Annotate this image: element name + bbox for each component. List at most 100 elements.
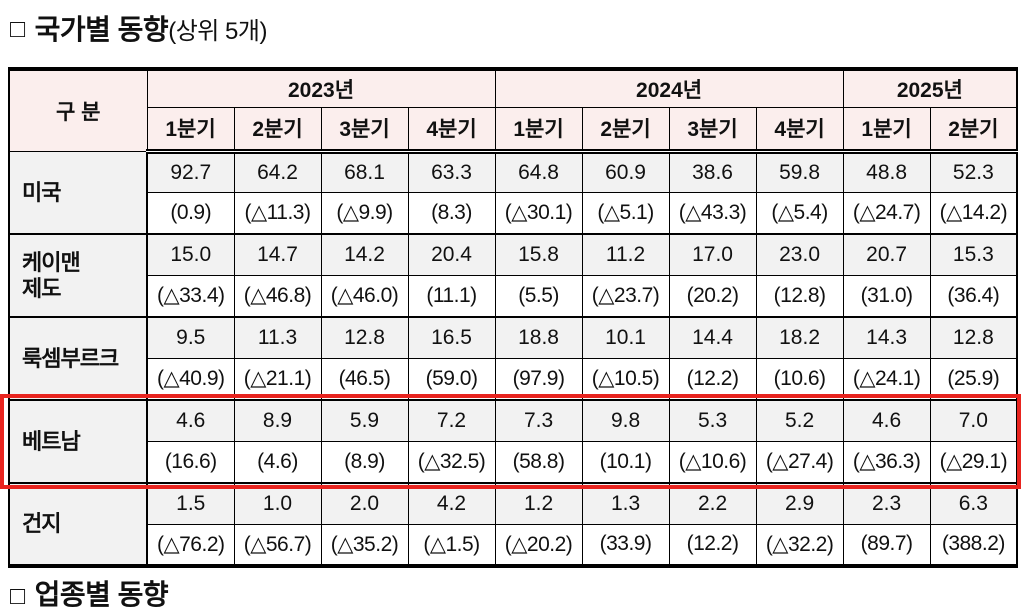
change-cell: (12.2) [668,357,757,401]
quarter-header: 4분기 [407,106,496,154]
value-cell: 7.2 [407,399,496,442]
change-cell: (△23.7) [581,274,670,318]
change-cell: (△36.3) [842,440,931,484]
value-cell: 4.6 [146,399,235,442]
change-cell: (△29.1) [929,440,1018,484]
value-cell: 15.8 [494,233,583,276]
table-row-changes: (0.9) (△11.3) (△9.9) (8.3) (△30.1) (△5.1… [9,191,1018,235]
change-cell: (△46.0) [320,274,409,318]
change-cell: (16.6) [146,440,235,484]
value-cell: 1.3 [581,482,670,525]
value-cell: 8.9 [233,399,322,442]
value-cell: 1.5 [146,482,235,525]
quarter-header: 1분기 [146,106,235,154]
change-cell: (97.9) [494,357,583,401]
change-cell: (12.8) [755,274,844,318]
value-cell: 14.2 [320,233,409,276]
value-cell: 1.2 [494,482,583,525]
change-cell: (8.3) [407,191,496,235]
table-row-values-highlighted: 베트남 4.6 8.9 5.9 7.2 7.3 9.8 5.3 5.2 4.6 … [8,399,1018,484]
change-cell: (11.1) [407,274,496,318]
country-label: 케이맨 제도 [8,233,148,318]
change-cell: (12.2) [668,523,757,567]
change-cell: (△33.4) [146,274,235,318]
change-cell: (4.6) [233,440,322,484]
value-cell: 5.3 [668,399,757,442]
value-cell: 11.2 [581,233,670,276]
change-cell: (△76.2) [146,523,235,567]
change-cell: (△5.1) [581,191,670,235]
value-cell: 15.0 [146,233,235,276]
value-cell: 64.8 [494,150,583,193]
quarter-header: 4분기 [755,106,844,154]
value-cell: 7.3 [494,399,583,442]
table-row-values: 건지 1.5 1.0 2.0 4.2 1.2 1.3 2.2 2.9 2.3 6… [8,482,1018,567]
value-cell: 5.2 [755,399,844,442]
year-header-row: 구 분 2023년 2024년 2025년 [8,68,1018,152]
change-cell: (△32.5) [407,440,496,484]
quarter-header: 3분기 [320,106,409,154]
change-cell: (△35.2) [320,523,409,567]
change-cell: (25.9) [929,357,1018,401]
quarter-header: 2분기 [233,106,322,154]
value-cell: 5.9 [320,399,409,442]
quarter-header: 1분기 [842,106,931,154]
country-trend-table: 구 분 2023년 2024년 2025년 1분기 2분기 3분기 4분기 1분… [8,67,1019,568]
change-cell: (△30.1) [494,191,583,235]
value-cell: 63.3 [407,150,496,193]
change-cell: (89.7) [842,523,931,567]
change-cell: (△20.2) [494,523,583,567]
value-cell: 52.3 [929,150,1018,193]
year-header-2025: 2025년 [842,68,1018,108]
table-row-values: 룩셈부르크 9.5 11.3 12.8 16.5 18.8 10.1 14.4 … [8,316,1018,401]
change-cell: (△24.1) [842,357,931,401]
value-cell: 23.0 [755,233,844,276]
value-cell: 2.9 [755,482,844,525]
change-cell: (58.8) [494,440,583,484]
value-cell: 1.0 [233,482,322,525]
change-cell: (59.0) [407,357,496,401]
white-square-bullet-icon: □ [10,15,25,43]
value-cell: 59.8 [755,150,844,193]
change-cell: (388.2) [929,523,1018,567]
change-cell: (10.1) [581,440,670,484]
white-square-bullet-icon: □ [10,582,25,610]
change-cell: (0.9) [146,191,235,235]
value-cell: 7.0 [929,399,1018,442]
year-header-2023: 2023년 [146,68,496,108]
value-cell: 4.6 [842,399,931,442]
change-cell: (△27.4) [755,440,844,484]
value-cell: 60.9 [581,150,670,193]
value-cell: 10.1 [581,316,670,359]
value-cell: 2.2 [668,482,757,525]
change-cell: (31.0) [842,274,931,318]
value-cell: 2.0 [320,482,409,525]
value-cell: 2.3 [842,482,931,525]
change-cell: (△24.7) [842,191,931,235]
change-cell: (△9.9) [320,191,409,235]
quarter-header: 3분기 [668,106,757,154]
value-cell: 12.8 [929,316,1018,359]
change-cell: (△21.1) [233,357,322,401]
page-title-text: 국가별 동향 [34,14,169,45]
change-cell: (△11.3) [233,191,322,235]
country-label: 건지 [8,482,148,567]
change-cell: (36.4) [929,274,1018,318]
quarter-header: 1분기 [494,106,583,154]
value-cell: 6.3 [929,482,1018,525]
change-cell: (△40.9) [146,357,235,401]
table-row-values: 케이맨 제도 15.0 14.7 14.2 20.4 15.8 11.2 17.… [8,233,1018,318]
change-cell: (△56.7) [233,523,322,567]
table-row-changes: (△76.2) (△56.7) (△35.2) (△1.5) (△20.2) (… [9,523,1018,567]
change-cell: (△10.6) [668,440,757,484]
table-row-changes-highlighted: (16.6) (4.6) (8.9) (△32.5) (58.8) (10.1)… [9,440,1018,484]
value-cell: 17.0 [668,233,757,276]
value-cell: 38.6 [668,150,757,193]
change-cell: (46.5) [320,357,409,401]
quarter-header: 2분기 [581,106,670,154]
change-cell: (5.5) [494,274,583,318]
page-title: □ 국가별 동향(상위 5개) [10,8,267,48]
country-label: 룩셈부르크 [8,316,148,401]
change-cell: (△14.2) [929,191,1018,235]
change-cell: (△1.5) [407,523,496,567]
